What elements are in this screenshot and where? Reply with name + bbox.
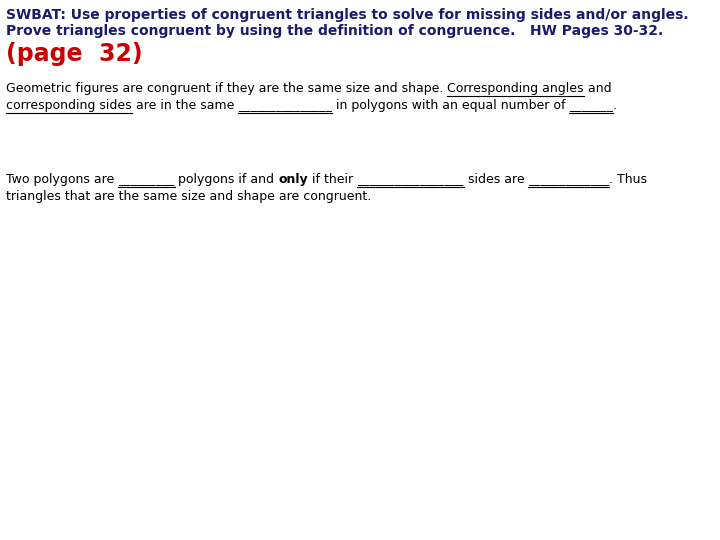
Text: SWBAT: Use properties of congruent triangles to solve for missing sides and/or a: SWBAT: Use properties of congruent trian… (6, 8, 688, 22)
Text: triangles that are the same size and shape are congruent.: triangles that are the same size and sha… (6, 190, 372, 203)
Text: if their: if their (308, 173, 357, 186)
Text: _______________: _______________ (238, 99, 332, 112)
Text: (page  32): (page 32) (6, 42, 143, 66)
Text: only: only (279, 173, 308, 186)
Text: Prove triangles congruent by using the definition of congruence.   HW Pages 30-3: Prove triangles congruent by using the d… (6, 24, 663, 38)
Text: Corresponding angles: Corresponding angles (447, 82, 584, 95)
Text: polygons if and: polygons if and (174, 173, 279, 186)
Text: _________: _________ (118, 173, 174, 186)
Text: _______: _______ (570, 99, 613, 112)
Text: Two polygons are: Two polygons are (6, 173, 118, 186)
Text: _________________: _________________ (357, 173, 464, 186)
Text: in polygons with an equal number of: in polygons with an equal number of (332, 99, 570, 112)
Text: corresponding sides: corresponding sides (6, 99, 132, 112)
Text: . Thus: . Thus (609, 173, 647, 186)
Text: _____________: _____________ (528, 173, 609, 186)
Text: and: and (584, 82, 611, 95)
Text: are in the same: are in the same (132, 99, 238, 112)
Text: Geometric figures are congruent if they are the same size and shape.: Geometric figures are congruent if they … (6, 82, 447, 95)
Text: .: . (613, 99, 617, 112)
Text: sides are: sides are (464, 173, 528, 186)
